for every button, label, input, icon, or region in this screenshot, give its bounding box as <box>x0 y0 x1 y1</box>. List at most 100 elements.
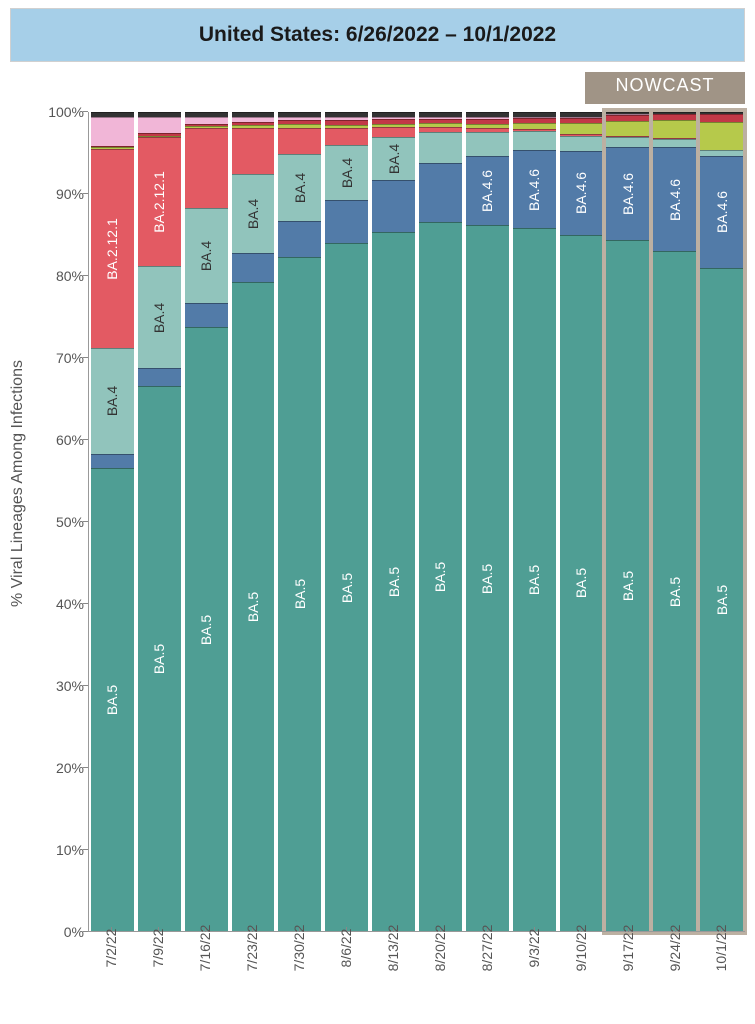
nowcast-text: NOWCAST <box>616 75 715 95</box>
bar-segment <box>606 137 649 147</box>
x-tick-label: 9/3/22 <box>526 929 542 968</box>
x-tick: 9/24/22 <box>651 932 698 1012</box>
bar-segment <box>278 128 321 154</box>
bar-segment: BA.4 <box>372 137 415 180</box>
bar-segment <box>466 119 509 124</box>
segment-label: BA.4 <box>151 302 167 332</box>
bar-segment <box>325 125 368 128</box>
bar-segment <box>560 118 603 123</box>
bar-column: BA.5 BA.4.6 <box>606 112 649 931</box>
bar-segment <box>653 114 696 121</box>
bar-segment <box>185 303 228 328</box>
segment-label: BA.5 <box>526 565 542 595</box>
x-tick-label: 7/16/22 <box>197 925 213 972</box>
bar-segment: BA.5 <box>278 257 321 931</box>
x-tick-label: 8/27/22 <box>479 925 495 972</box>
bar-segment <box>325 120 368 125</box>
y-tick: 80% <box>46 268 84 284</box>
bar-segment: BA.5 <box>606 240 649 931</box>
bar-column: BA.5 BA.4 <box>372 112 415 931</box>
bar-segment <box>185 117 228 124</box>
segment-label: BA.5 <box>292 579 308 609</box>
segment-label: BA.5 <box>714 585 730 615</box>
segment-label: BA.4.6 <box>479 170 495 212</box>
bar-segment <box>372 180 415 232</box>
bar-segment: BA.5 <box>513 228 556 931</box>
segment-label: BA.2.12.1 <box>151 171 167 233</box>
bar-column: BA.5 BA.4.6 <box>653 112 696 931</box>
bar-segment <box>232 253 275 282</box>
bar-segment <box>138 133 181 135</box>
segment-label: BA.4 <box>339 158 355 188</box>
bar-segment <box>419 112 462 117</box>
segment-label: BA.4.6 <box>667 179 683 221</box>
bar-segment <box>91 146 134 148</box>
x-tick: 8/13/22 <box>370 932 417 1012</box>
bar-segment <box>232 122 275 125</box>
bar-segment: BA.2.12.1 <box>91 149 134 348</box>
bar-segment <box>278 124 321 127</box>
bar-segment <box>232 128 275 175</box>
bar-segment: BA.5 <box>325 243 368 931</box>
y-tick: 40% <box>46 596 84 612</box>
x-tick: 7/2/22 <box>88 932 135 1012</box>
bar-segment <box>372 117 415 119</box>
x-tick: 9/3/22 <box>510 932 557 1012</box>
bar-segment: BA.4.6 <box>513 150 556 229</box>
bar-column: BA.5 BA.4.6 <box>513 112 556 931</box>
bar-segment <box>185 126 228 128</box>
chart-title-banner: United States: 6/26/2022 – 10/1/2022 <box>10 8 745 62</box>
bar-segment <box>91 147 134 149</box>
segment-label: BA.5 <box>339 572 355 602</box>
bar-segment <box>606 121 649 136</box>
bar-segment <box>606 114 649 115</box>
bar-segment <box>560 134 603 136</box>
bar-segment <box>513 123 556 129</box>
bar-segment <box>653 138 696 139</box>
bar-segment <box>138 136 181 138</box>
y-tick: 0% <box>46 924 84 940</box>
bar-segment: BA.5 <box>185 327 228 931</box>
bar-segment <box>653 120 696 138</box>
bar-segment: BA.5 <box>138 386 181 931</box>
bar-segment <box>232 125 275 127</box>
x-tick-label: 9/17/22 <box>620 925 636 972</box>
bar-segment: BA.5 <box>466 225 509 931</box>
segment-label: BA.2.12.1 <box>104 218 120 280</box>
y-tick: 10% <box>46 842 84 858</box>
x-tick: 9/10/22 <box>557 932 604 1012</box>
bar-segment <box>278 120 321 124</box>
bar-segment <box>372 112 415 117</box>
x-tick: 8/6/22 <box>323 932 370 1012</box>
bar-segment: BA.5 <box>372 232 415 931</box>
bar-segment <box>325 117 368 120</box>
bar-segment <box>185 124 228 126</box>
bar-segment <box>513 118 556 123</box>
x-tick-label: 8/6/22 <box>338 929 354 968</box>
bar-segment <box>466 112 509 117</box>
bar-segment: BA.4.6 <box>606 147 649 240</box>
bar-segment <box>278 117 321 120</box>
bar-segment <box>513 112 556 117</box>
bar-column: BA.5 BA.4 <box>325 112 368 931</box>
segment-label: BA.5 <box>620 571 636 601</box>
segment-label: BA.5 <box>151 644 167 674</box>
x-axis-ticks: 7/2/227/9/227/16/227/23/227/30/228/6/228… <box>88 932 745 1012</box>
chart-title: United States: 6/26/2022 – 10/1/2022 <box>199 23 556 46</box>
bar-segment: BA.2.12.1 <box>138 137 181 266</box>
x-tick-label: 9/24/22 <box>667 925 683 972</box>
bar-segment <box>560 123 603 134</box>
nowcast-banner: NOWCAST <box>585 72 745 104</box>
bar-segment <box>91 454 134 469</box>
bar-segment: BA.4.6 <box>653 147 696 251</box>
x-tick: 9/17/22 <box>604 932 651 1012</box>
y-tick: 90% <box>46 186 84 202</box>
bar-segment <box>653 112 696 114</box>
bar-segment <box>513 131 556 150</box>
bar-segment <box>606 115 649 122</box>
segment-label: BA.4 <box>386 144 402 174</box>
segment-label: BA.4.6 <box>573 172 589 214</box>
y-axis-label: % Viral Lineages Among Infections <box>9 360 27 607</box>
bar-segment <box>372 127 415 137</box>
bar-segment: BA.5 <box>653 251 696 931</box>
